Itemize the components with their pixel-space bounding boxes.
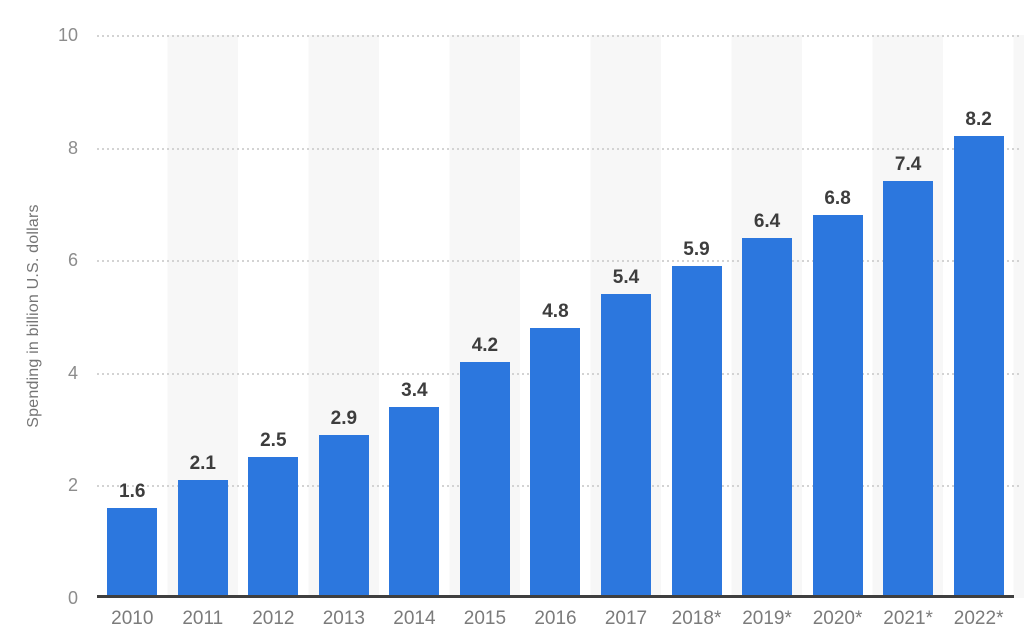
bar-column: 5.4 (591, 35, 662, 598)
bar-columns: 1.6 2.1 2.5 2.9 3.4 4.2 4.8 5.4 5.9 6.4 6.8 7.4 8.2 (97, 35, 1014, 598)
bar-column: 1.6 (97, 35, 168, 598)
bar-column: 4.8 (520, 35, 591, 598)
bar-column: 5.9 (661, 35, 732, 598)
x-axis-label: 2019* (742, 608, 792, 629)
gridline-6 (97, 260, 1020, 263)
bar-value-label: 1.6 (119, 480, 146, 502)
bar-value-label: 6.8 (824, 188, 851, 210)
bar[interactable] (812, 215, 863, 598)
bar[interactable] (248, 457, 299, 598)
bar[interactable] (459, 361, 510, 598)
bar-column: 2.9 (309, 35, 380, 598)
x-axis-labels: 2010 2011 2012 2013 2014 2015 2016 2017 2018* 201… (97, 607, 1014, 631)
x-axis-label: 2016 (534, 608, 577, 629)
bar-column: 2.1 (168, 35, 239, 598)
bar[interactable] (177, 479, 228, 598)
bar-value-label: 4.8 (542, 300, 569, 322)
bar[interactable] (742, 237, 793, 598)
y-tick-label-4: 4 (67, 362, 78, 383)
gridline-8 (97, 147, 1020, 150)
gridline-10 (97, 35, 1020, 37)
bar[interactable] (600, 293, 651, 598)
bar-column: 3.4 (379, 35, 450, 598)
x-axis-label: 2020* (812, 608, 863, 629)
y-axis-tick-labels: 0 2 4 6 8 10 (0, 0, 78, 643)
y-tick-label-0: 0 (67, 588, 78, 608)
y-tick-label-8: 8 (67, 137, 78, 158)
bar[interactable] (671, 265, 722, 598)
x-axis-label: 2021* (883, 608, 933, 629)
bar-value-label: 4.2 (471, 334, 499, 356)
bar[interactable] (530, 327, 581, 598)
bar-value-label: 3.4 (401, 379, 428, 401)
plot-area: 1.6 2.1 2.5 2.9 3.4 4.2 4.8 5.4 5.9 6.4 6.8 7.4 8.2 (97, 35, 1024, 598)
bar-column: 6.4 (732, 35, 803, 598)
bar[interactable] (318, 434, 369, 598)
bar-value-label: 8.2 (965, 109, 992, 131)
bar[interactable] (107, 507, 158, 598)
y-tick-label-6: 6 (67, 250, 78, 271)
bar-value-label: 2.5 (260, 430, 287, 452)
bar-value-label: 2.9 (330, 407, 358, 429)
x-axis-label: 2014 (393, 608, 436, 629)
x-axis-label: 2011 (182, 608, 224, 629)
x-axis-label: 2022* (953, 608, 1004, 629)
x-axis-label: 2018* (671, 608, 722, 629)
x-axis-label: 2012 (252, 608, 295, 629)
bar[interactable] (389, 406, 440, 598)
x-axis-label: 2013 (322, 608, 365, 629)
bar-column: 7.4 (873, 35, 944, 598)
x-axis-label: 2017 (604, 608, 648, 629)
bar-column: 8.2 (943, 35, 1014, 598)
x-axis-baseline (97, 595, 1014, 598)
bar-value-label: 7.4 (894, 154, 922, 176)
bar-value-label: 6.4 (753, 210, 781, 232)
bar[interactable] (883, 181, 934, 598)
bar-value-label: 2.1 (189, 452, 216, 474)
x-axis-label: 2010 (111, 608, 154, 629)
bar-value-label: 5.9 (683, 238, 710, 260)
bar-column: 6.8 (802, 35, 873, 598)
bar[interactable] (953, 136, 1004, 598)
x-axis-label: 2015 (463, 608, 507, 629)
y-tick-label-10: 10 (57, 25, 78, 45)
bar-column: 2.5 (238, 35, 309, 598)
bar-column: 4.2 (450, 35, 521, 598)
bar-value-label: 5.4 (612, 266, 640, 288)
y-tick-label-2: 2 (67, 475, 78, 496)
